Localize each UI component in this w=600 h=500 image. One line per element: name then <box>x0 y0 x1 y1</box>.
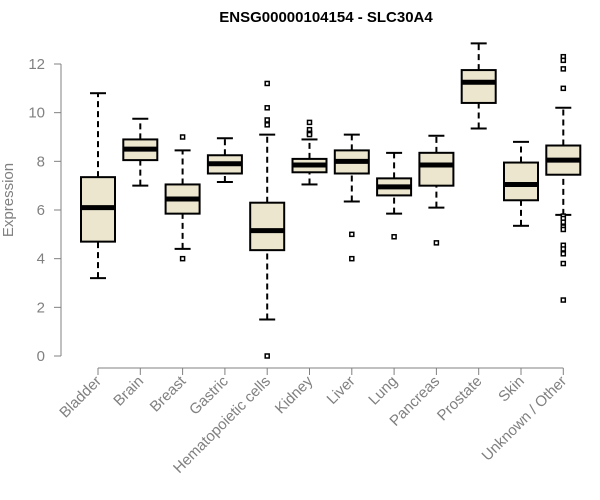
outlier-point <box>560 85 567 92</box>
outlier-point <box>264 105 270 111</box>
x-tick-label: Breast <box>147 372 190 415</box>
box-iqr <box>418 151 455 187</box>
y-tick-label: 10 <box>28 105 45 122</box>
box-iqr <box>460 69 497 104</box>
box-skin <box>503 140 539 227</box>
outlier-point <box>264 353 270 359</box>
box-pancreas <box>418 134 455 246</box>
box-breast <box>164 134 201 262</box>
outlier-point <box>560 57 567 64</box>
outlier-point <box>264 80 270 87</box>
x-tick-label: Bladder <box>56 373 105 422</box>
y-tick-label: 6 <box>37 202 45 219</box>
box-hematopoietic-cells <box>249 80 286 359</box>
box-prostate <box>460 42 497 130</box>
outlier-point <box>433 240 440 246</box>
box-kidney <box>291 119 328 186</box>
outlier-point <box>349 231 355 238</box>
outlier-point <box>560 219 567 225</box>
x-tick-label: Kidney <box>272 372 317 417</box>
box-gastric <box>206 137 243 184</box>
outlier-point <box>560 260 567 267</box>
box-iqr <box>503 161 539 202</box>
outlier-point <box>560 226 567 233</box>
outlier-point <box>264 122 270 128</box>
outlier-point <box>391 234 397 240</box>
y-tick-label: 2 <box>37 299 45 316</box>
y-tick-label: 12 <box>28 56 45 73</box>
box-unknown-other <box>545 53 582 303</box>
outlier-point <box>560 297 567 303</box>
outlier-point <box>306 119 313 126</box>
box-liver <box>333 133 370 262</box>
y-tick-label: 0 <box>37 348 45 365</box>
x-tick-label: Skin <box>495 373 528 406</box>
x-tick-label: Prostate <box>434 373 486 425</box>
y-axis-label: Expression <box>0 163 17 237</box>
x-tick-label: Liver <box>324 373 359 408</box>
outlier-point <box>560 251 567 257</box>
outlier-point <box>264 117 270 123</box>
outlier-point <box>306 131 313 138</box>
outlier-point <box>179 134 186 140</box>
box-brain <box>122 117 159 187</box>
chart-title: ENSG00000104154 - SLC30A4 <box>219 9 433 26</box>
box-series <box>80 42 582 359</box>
y-axis: 0 2 4 6 8 10 12 <box>28 56 62 365</box>
outlier-point <box>560 66 567 72</box>
outlier-point <box>179 255 186 262</box>
box-iqr <box>249 201 286 252</box>
y-tick-label: 8 <box>37 153 45 170</box>
y-tick-label: 4 <box>37 251 45 268</box>
box-bladder <box>80 92 116 280</box>
x-tick-label: Lung <box>365 373 401 409</box>
outlier-point <box>560 246 567 252</box>
outlier-point <box>349 255 355 262</box>
x-tick-label: Brain <box>110 373 147 410</box>
box-lung <box>376 151 413 240</box>
